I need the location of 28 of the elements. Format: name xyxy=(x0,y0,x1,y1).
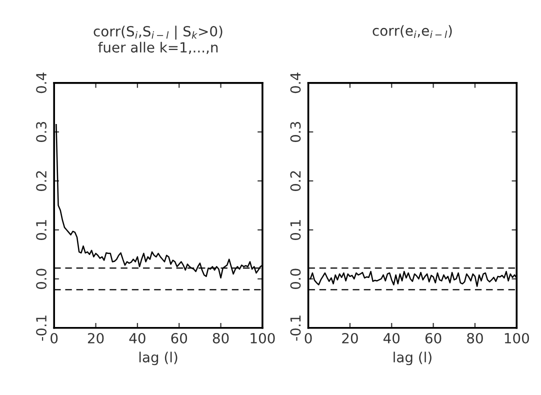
x-tick-label: 100 xyxy=(504,332,529,344)
x-axis-title: lag (l) xyxy=(139,352,178,366)
y-tick-label: 0.4 xyxy=(36,72,47,94)
chart-title: corr(S$_{i}$,S$_{i−l}$ | S$_{k}$>0) fuer alle k=1,...,n xyxy=(94,26,222,54)
chart-title: corr(e$_{i}$,e$_{i−l}$) xyxy=(372,25,452,38)
x-tick-label: 80 xyxy=(467,332,483,344)
x-tick-label: 20 xyxy=(342,332,358,344)
y-tick-label: 0.0 xyxy=(36,268,47,289)
y-tick-label: 0.2 xyxy=(290,171,301,192)
y-tick-label: 0.1 xyxy=(36,220,47,240)
x-tick-label: 60 xyxy=(171,332,188,344)
y-tick-label: 0.0 xyxy=(290,268,301,289)
y-tick-label: 0.1 xyxy=(290,220,301,240)
x-tick-label: 80 xyxy=(212,332,229,344)
x-tick-label: 0 xyxy=(50,332,58,344)
y-tick-label: 0.2 xyxy=(36,171,47,192)
x-axis-title: lag (l) xyxy=(394,352,432,366)
x-tick-label: 60 xyxy=(425,332,442,344)
y-tick-label: -0.1 xyxy=(290,316,301,341)
x-tick-label: 100 xyxy=(250,332,275,344)
y-tick-label: 0.3 xyxy=(36,122,47,142)
x-tick-label: 0 xyxy=(304,332,312,344)
y-tick-label: -0.1 xyxy=(36,316,47,341)
y-tick-label: 0.4 xyxy=(290,72,301,94)
x-tick-label: 40 xyxy=(129,332,146,344)
x-tick-label: 20 xyxy=(88,332,104,344)
x-tick-label: 40 xyxy=(383,332,400,344)
y-tick-label: 0.3 xyxy=(290,122,301,142)
